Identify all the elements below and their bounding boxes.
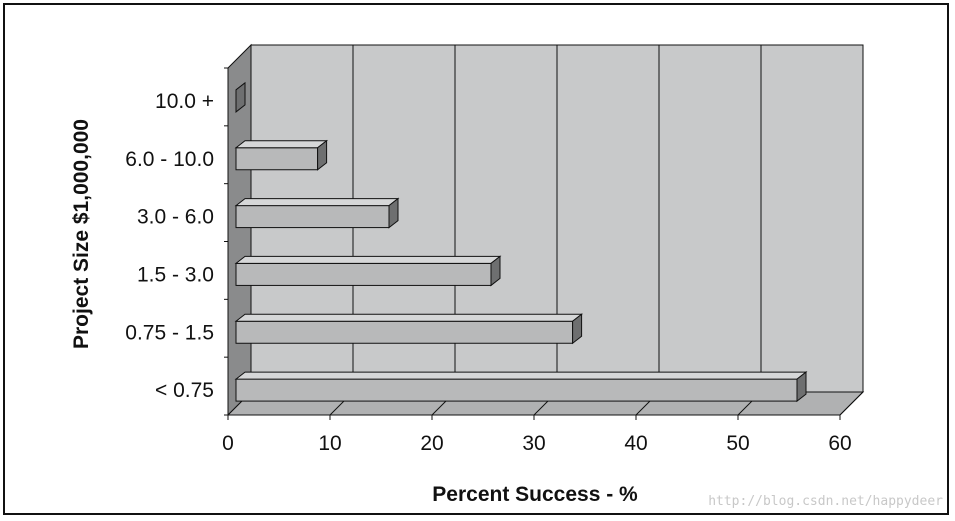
bar-front-4 — [235, 147, 319, 171]
bars — [234, 81, 808, 403]
bar-0 — [234, 371, 808, 403]
bar-front-0 — [235, 378, 798, 402]
bar-front-3 — [235, 205, 390, 229]
bar-top-4 — [234, 140, 329, 149]
bar-top-1 — [234, 313, 584, 322]
bar-top-0 — [234, 371, 808, 380]
bar-4 — [234, 139, 329, 171]
y-tick-label-3: 3.0 - 6.0 — [137, 206, 214, 229]
bar-1 — [234, 313, 584, 345]
bar-end-5 — [235, 81, 246, 113]
y-axis-label: Project Size $1,000,000 — [70, 119, 93, 349]
y-tick-label-2: 1.5 - 3.0 — [137, 263, 214, 286]
chart-walls — [226, 43, 865, 417]
y-tick-labels: < 0.75 0.75 - 1.5 1.5 - 3.0 3.0 - 6.0 6.0 - … — [125, 90, 214, 402]
watermark-text: http://blog.csdn.net/happydeer — [708, 494, 943, 509]
x-tick-label-50: 50 — [726, 432, 749, 455]
x-tick-labels: 0 10 20 30 40 50 60 — [222, 432, 852, 455]
x-tick-label-20: 20 — [420, 432, 443, 455]
bar-end-0 — [796, 371, 807, 403]
y-tick-label-4: 6.0 - 10.0 — [125, 148, 214, 171]
bar-top-3 — [234, 198, 400, 207]
bar-front-2 — [235, 262, 492, 286]
bar-front-1 — [235, 320, 574, 344]
bar-end-4 — [317, 139, 328, 171]
bar-end-3 — [388, 197, 399, 229]
bar-2 — [234, 255, 502, 287]
y-tick-label-1: 0.75 - 1.5 — [125, 321, 214, 344]
y-tick-label-0: < 0.75 — [155, 379, 214, 402]
bar-end-1 — [572, 313, 583, 345]
x-tick-label-30: 30 — [522, 432, 545, 455]
x-axis-label: Percent Success - % — [432, 483, 638, 506]
chart-frame — [3, 3, 949, 515]
bar-end-2 — [490, 255, 501, 287]
y-tick-label-5: 10.0 + — [155, 90, 214, 113]
x-tick-label-10: 10 — [318, 432, 341, 455]
bar-top-2 — [234, 255, 502, 264]
x-tick-label-60: 60 — [828, 432, 851, 455]
bar-3 — [234, 197, 400, 229]
bar-5 — [235, 81, 246, 113]
x-tick-label-40: 40 — [624, 432, 647, 455]
x-tick-label-0: 0 — [222, 432, 234, 455]
gridline-floor-60 — [839, 391, 864, 416]
